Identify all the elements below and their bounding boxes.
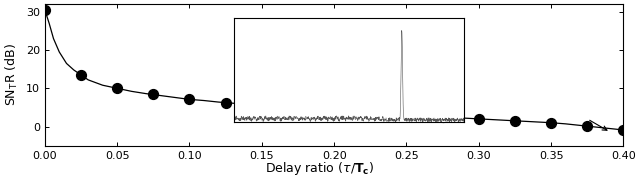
Y-axis label: $\mathrm{SN_T}$R (dB): $\mathrm{SN_T}$R (dB): [4, 43, 20, 106]
Point: [40, 8, 50, 11]
Point: [221, 102, 231, 105]
Point: [257, 104, 267, 107]
Text: Delay ratio $(\tau/\mathbf{T_c})$: Delay ratio $(\tau/\mathbf{T_c})$: [266, 160, 374, 177]
Point: [76, 73, 86, 76]
Point: [112, 87, 122, 90]
Point: [582, 124, 593, 127]
Point: [618, 129, 628, 131]
Point: [293, 106, 303, 109]
Point: [329, 110, 339, 113]
Point: [474, 117, 484, 120]
Point: [438, 115, 448, 118]
Point: [510, 119, 520, 122]
Point: [546, 121, 556, 124]
Point: [184, 98, 195, 101]
Point: [401, 114, 412, 117]
Point: [148, 92, 159, 95]
Point: [365, 111, 376, 114]
